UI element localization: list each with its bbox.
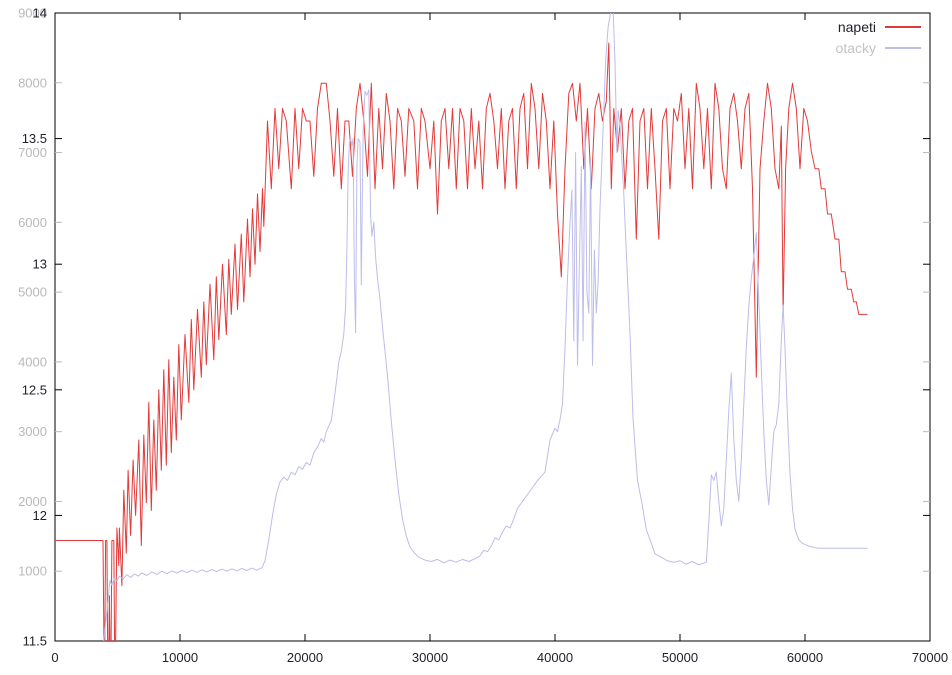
x-tick-label: 0: [51, 650, 58, 665]
x-tick-label: 70000: [912, 650, 948, 665]
legend-line-sample-otacky: [885, 47, 921, 49]
y2-tick-label: 1000: [18, 564, 47, 579]
series-group: [55, 13, 868, 641]
y2-tick-label: 6000: [18, 215, 47, 230]
y2-tick-label: 8000: [18, 75, 47, 90]
otacky-series-line: [103, 13, 868, 641]
legend-line-sample-napeti: [885, 26, 921, 28]
legend-item-otacky: otacky: [836, 41, 921, 55]
y1-tick-label: 13.5: [22, 131, 47, 146]
y1-tick-label: 12: [33, 508, 47, 523]
y2-tick-label: 2000: [18, 494, 47, 509]
legend-label-napeti: napeti: [837, 19, 876, 35]
y1-tick-label: 11.5: [23, 634, 47, 649]
x-tick-label: 60000: [787, 650, 823, 665]
y1-tick-label: 14: [33, 6, 47, 21]
x-tick-label: 40000: [537, 650, 573, 665]
y2-tick-label: 3000: [18, 424, 47, 439]
y1-tick-label: 12.5: [22, 382, 47, 397]
y2-tick-label: 7000: [18, 145, 47, 160]
y2-tick-label: 5000: [18, 285, 47, 300]
plot-border: [54, 12, 931, 642]
x-tick-label: 30000: [412, 650, 448, 665]
y1-tick-label: 13: [33, 257, 47, 272]
napeti-series-line: [55, 42, 868, 641]
x-tick-label: 50000: [662, 650, 698, 665]
legend-label-otacky: otacky: [835, 40, 876, 56]
axes-group: 1000 2000 3000 4000 5000 6000 7000 8000 9000 11.5…: [18, 6, 948, 666]
legend-item-napeti: napeti: [838, 20, 921, 34]
y2-tick-label: 9000: [18, 6, 47, 21]
x-tick-label: 20000: [287, 650, 323, 665]
x-tick-label: 10000: [162, 650, 198, 665]
y2-tick-label: 4000: [18, 354, 47, 369]
